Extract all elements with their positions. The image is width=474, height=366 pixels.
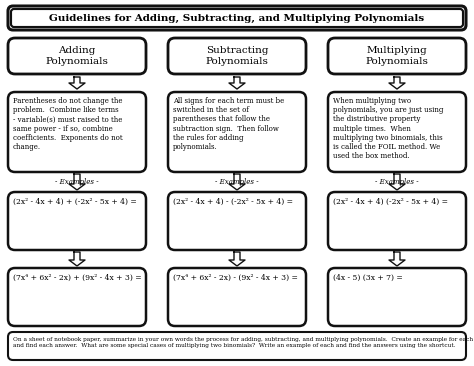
FancyBboxPatch shape — [168, 268, 306, 326]
FancyBboxPatch shape — [168, 192, 306, 250]
FancyBboxPatch shape — [328, 268, 466, 326]
FancyBboxPatch shape — [328, 192, 466, 250]
Text: Parentheses do not change the
problem.  Combine like terms
- variable(s) must ra: Parentheses do not change the problem. C… — [13, 97, 123, 151]
Polygon shape — [389, 174, 405, 190]
Text: - Examples -: - Examples - — [55, 178, 99, 186]
FancyBboxPatch shape — [8, 192, 146, 250]
FancyBboxPatch shape — [8, 92, 146, 172]
Text: Subtracting
Polynomials: Subtracting Polynomials — [206, 46, 268, 66]
Text: (7x⁴ + 6x² - 2x) + (9x² - 4x + 3) =: (7x⁴ + 6x² - 2x) + (9x² - 4x + 3) = — [13, 274, 142, 282]
Text: (2x² - 4x + 4) (-2x² - 5x + 4) =: (2x² - 4x + 4) (-2x² - 5x + 4) = — [333, 198, 448, 206]
Text: - Examples -: - Examples - — [215, 178, 259, 186]
Text: - Examples -: - Examples - — [375, 178, 419, 186]
Text: (2x² - 4x + 4) + (-2x² - 5x + 4) =: (2x² - 4x + 4) + (-2x² - 5x + 4) = — [13, 198, 137, 206]
FancyBboxPatch shape — [8, 6, 466, 30]
FancyBboxPatch shape — [8, 332, 466, 360]
Text: (2x² - 4x + 4) - (-2x² - 5x + 4) =: (2x² - 4x + 4) - (-2x² - 5x + 4) = — [173, 198, 293, 206]
Text: All signs for each term must be
switched in the set of
parentheses that follow t: All signs for each term must be switched… — [173, 97, 284, 151]
Polygon shape — [389, 77, 405, 89]
Polygon shape — [389, 252, 405, 266]
Text: Guidelines for Adding, Subtracting, and Multiplying Polynomials: Guidelines for Adding, Subtracting, and … — [49, 14, 425, 22]
FancyBboxPatch shape — [8, 268, 146, 326]
FancyBboxPatch shape — [328, 38, 466, 74]
Polygon shape — [69, 174, 85, 190]
Text: Adding
Polynomials: Adding Polynomials — [46, 46, 109, 66]
FancyBboxPatch shape — [8, 38, 146, 74]
Text: On a sheet of notebook paper, summarize in your own words the process for adding: On a sheet of notebook paper, summarize … — [13, 337, 474, 348]
FancyBboxPatch shape — [328, 92, 466, 172]
FancyBboxPatch shape — [168, 38, 306, 74]
Text: When multiplying two
polynomials, you are just using
the distributive property
m: When multiplying two polynomials, you ar… — [333, 97, 443, 160]
Polygon shape — [69, 77, 85, 89]
Text: (7x⁴ + 6x² - 2x) - (9x² - 4x + 3) =: (7x⁴ + 6x² - 2x) - (9x² - 4x + 3) = — [173, 274, 298, 282]
Text: Multiplying
Polynomials: Multiplying Polynomials — [365, 46, 428, 66]
FancyBboxPatch shape — [168, 92, 306, 172]
Polygon shape — [229, 174, 245, 190]
Polygon shape — [229, 77, 245, 89]
Text: (4x - 5) (3x + 7) =: (4x - 5) (3x + 7) = — [333, 274, 403, 282]
Polygon shape — [229, 252, 245, 266]
Polygon shape — [69, 252, 85, 266]
